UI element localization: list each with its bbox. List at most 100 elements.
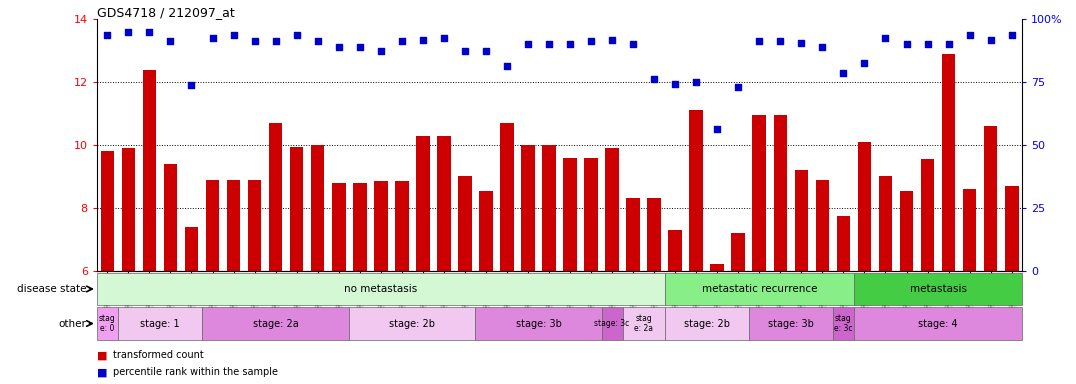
Text: stage: 1: stage: 1 bbox=[140, 318, 180, 329]
Point bbox=[351, 45, 368, 51]
Bar bbox=[854, 307, 1022, 340]
Point bbox=[688, 79, 705, 85]
Text: ■: ■ bbox=[97, 367, 108, 377]
Bar bbox=[668, 230, 682, 271]
Bar bbox=[521, 145, 535, 271]
Point bbox=[709, 126, 726, 132]
Bar bbox=[749, 307, 833, 340]
Bar bbox=[122, 148, 136, 271]
Text: stage: 2a: stage: 2a bbox=[253, 318, 298, 329]
Point bbox=[940, 41, 958, 48]
Point bbox=[793, 40, 810, 46]
Point bbox=[666, 81, 684, 87]
Text: stage: 2b: stage: 2b bbox=[390, 318, 436, 329]
Bar bbox=[858, 142, 872, 271]
Bar bbox=[584, 157, 598, 271]
Point bbox=[751, 38, 768, 44]
Bar bbox=[1005, 186, 1019, 271]
Point bbox=[1003, 32, 1020, 38]
Bar bbox=[269, 123, 282, 271]
Bar bbox=[97, 273, 665, 305]
Point bbox=[288, 32, 306, 38]
Bar bbox=[833, 307, 854, 340]
Bar bbox=[374, 181, 387, 271]
Point bbox=[877, 35, 894, 41]
Text: no metastasis: no metastasis bbox=[344, 284, 417, 294]
Point bbox=[478, 48, 495, 54]
Text: disease state: disease state bbox=[17, 284, 86, 294]
Text: stage: 3b: stage: 3b bbox=[768, 318, 813, 329]
Bar bbox=[623, 307, 665, 340]
Bar bbox=[732, 233, 745, 271]
Text: GDS4718 / 212097_at: GDS4718 / 212097_at bbox=[97, 6, 235, 19]
Point bbox=[582, 38, 599, 44]
Bar bbox=[437, 136, 451, 271]
Text: stage: 2b: stage: 2b bbox=[683, 318, 730, 329]
Point bbox=[246, 38, 264, 44]
Bar bbox=[606, 148, 619, 271]
Point bbox=[813, 45, 831, 51]
Bar bbox=[816, 180, 830, 271]
Text: stag
e: 3c: stag e: 3c bbox=[834, 314, 852, 333]
Bar bbox=[164, 164, 178, 271]
Bar bbox=[942, 54, 955, 271]
Point bbox=[267, 38, 284, 44]
Point bbox=[309, 38, 326, 44]
Point bbox=[435, 35, 452, 41]
Point bbox=[897, 41, 915, 48]
Point bbox=[771, 38, 789, 44]
Text: stag
e: 2a: stag e: 2a bbox=[634, 314, 653, 333]
Point bbox=[119, 29, 137, 35]
Bar bbox=[479, 190, 493, 271]
Bar bbox=[752, 115, 766, 271]
Bar bbox=[416, 136, 429, 271]
Bar bbox=[879, 176, 892, 271]
Point bbox=[961, 32, 978, 38]
Bar bbox=[542, 145, 556, 271]
Bar bbox=[710, 265, 724, 271]
Bar bbox=[311, 145, 325, 271]
Bar bbox=[289, 147, 303, 271]
Text: metastatic recurrence: metastatic recurrence bbox=[702, 284, 817, 294]
Point bbox=[982, 36, 1000, 43]
Bar bbox=[395, 181, 409, 271]
Point bbox=[604, 36, 621, 43]
Bar bbox=[690, 110, 703, 271]
Point bbox=[540, 41, 557, 48]
Bar bbox=[774, 115, 788, 271]
Bar bbox=[227, 180, 240, 271]
Bar bbox=[353, 183, 367, 271]
Point bbox=[330, 45, 348, 51]
Bar bbox=[247, 180, 261, 271]
Point bbox=[225, 32, 242, 38]
Bar bbox=[601, 307, 623, 340]
Text: stag
e: 0: stag e: 0 bbox=[99, 314, 116, 333]
Bar bbox=[202, 307, 350, 340]
Bar bbox=[921, 159, 934, 271]
Text: transformed count: transformed count bbox=[113, 350, 203, 360]
Point bbox=[141, 29, 158, 35]
Point bbox=[498, 63, 515, 70]
Point bbox=[919, 41, 936, 48]
Point bbox=[730, 84, 747, 90]
Point bbox=[456, 48, 473, 54]
Point bbox=[99, 32, 116, 38]
Text: other: other bbox=[58, 318, 86, 329]
Bar bbox=[100, 151, 114, 271]
Bar bbox=[206, 180, 220, 271]
Bar bbox=[794, 170, 808, 271]
Bar bbox=[648, 199, 661, 271]
Point bbox=[161, 38, 179, 44]
Text: percentile rank within the sample: percentile rank within the sample bbox=[113, 367, 278, 377]
Text: stage: 3b: stage: 3b bbox=[515, 318, 562, 329]
Bar bbox=[476, 307, 601, 340]
Point bbox=[393, 38, 410, 44]
Bar bbox=[458, 176, 471, 271]
Text: stage: 3c: stage: 3c bbox=[594, 319, 629, 328]
Bar bbox=[185, 227, 198, 271]
Bar bbox=[963, 189, 976, 271]
Bar bbox=[626, 199, 640, 271]
Bar bbox=[900, 190, 914, 271]
Bar bbox=[331, 183, 345, 271]
Bar bbox=[350, 307, 476, 340]
